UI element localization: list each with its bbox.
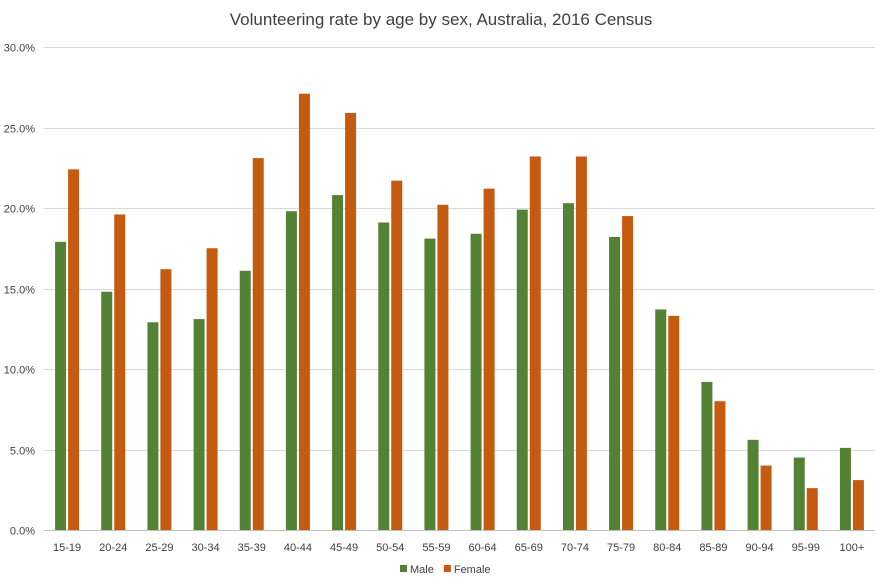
x-tick-label: 35-39: [238, 542, 266, 554]
bar-group: [701, 381, 726, 530]
bar-male: [378, 222, 390, 531]
bar-male: [562, 203, 574, 531]
bar-female: [298, 93, 310, 530]
bar-female: [391, 180, 403, 530]
bar-female: [529, 156, 541, 531]
y-tick-label: 25.0%: [4, 124, 35, 136]
bar-female: [252, 158, 264, 530]
bar-male: [332, 195, 344, 530]
bar-female: [345, 113, 357, 530]
x-tick-label: 80-84: [653, 542, 681, 554]
bar-group: [470, 188, 495, 530]
bar-female: [206, 248, 218, 530]
x-tick-label: 90-94: [746, 542, 774, 554]
x-tick-label: 50-54: [376, 542, 404, 554]
bar-group: [516, 156, 541, 531]
bar-female: [668, 315, 680, 530]
bar-female: [622, 216, 634, 531]
bar-male: [655, 309, 667, 530]
bar-male: [793, 457, 805, 530]
bar-female: [68, 169, 80, 531]
legend-label: Female: [454, 564, 491, 576]
x-tick-label: 25-29: [145, 542, 173, 554]
legend-swatch: [443, 565, 451, 572]
bar-group: [101, 214, 126, 530]
bar-group: [747, 439, 772, 530]
bar-male: [147, 322, 159, 530]
y-tick-label: 0.0%: [10, 526, 35, 538]
bar-male: [193, 319, 205, 530]
x-tick-label: 60-64: [469, 542, 497, 554]
bar-female: [483, 188, 495, 530]
bar-group: [285, 93, 310, 530]
bar-male: [609, 236, 621, 531]
x-tick-label: 40-44: [284, 542, 312, 554]
bar-group: [609, 216, 634, 531]
x-tick-label: 65-69: [515, 542, 543, 554]
y-tick-label: 10.0%: [4, 365, 35, 377]
legend: Male Female: [400, 564, 491, 576]
x-axis-ticks: 15-19 20-24 25-29 30-34 35-39 40-44 45-49 50-54…: [53, 542, 864, 554]
bars: [55, 93, 864, 531]
bar-male: [839, 447, 851, 530]
legend-label: Male: [410, 564, 434, 576]
bar-male: [701, 381, 713, 530]
bar-group: [378, 180, 403, 531]
bar-group: [332, 113, 357, 530]
x-tick-label: 45-49: [330, 542, 358, 554]
bar-male: [516, 209, 528, 531]
bar-group: [239, 158, 264, 530]
x-tick-label: 75-79: [607, 542, 635, 554]
bar-female: [806, 488, 818, 530]
bar-male: [239, 270, 251, 530]
bar-group: [424, 204, 449, 530]
y-tick-label: 15.0%: [4, 285, 35, 297]
bar-group: [839, 447, 864, 530]
y-tick-label: 20.0%: [4, 204, 35, 216]
chart-title: Volunteering rate by age by sex, Austral…: [230, 10, 652, 29]
bar-group: [193, 248, 218, 530]
x-tick-label: 95-99: [792, 542, 820, 554]
bar-female: [437, 204, 449, 530]
bar-male: [55, 241, 67, 530]
bar-group: [55, 169, 80, 531]
bar-female: [714, 401, 726, 530]
x-tick-label: 30-34: [192, 542, 220, 554]
x-tick-label: 55-59: [422, 542, 450, 554]
legend-item-male: Male: [400, 564, 434, 576]
bar-female: [760, 465, 772, 530]
legend-item-female: Female: [443, 564, 491, 576]
y-tick-label: 30.0%: [4, 43, 35, 55]
bar-group: [655, 309, 680, 530]
legend-swatch: [400, 565, 407, 572]
bar-female: [114, 214, 126, 530]
x-tick-label: 85-89: [699, 542, 727, 554]
bar-male: [470, 233, 482, 530]
bar-male: [101, 291, 113, 530]
x-tick-label: 15-19: [53, 542, 81, 554]
x-tick-label: 20-24: [99, 542, 127, 554]
bar-group: [147, 269, 172, 530]
bar-group: [793, 457, 818, 530]
y-tick-label: 5.0%: [10, 446, 35, 458]
bar-group: [562, 156, 587, 531]
bar-male: [285, 211, 297, 530]
y-axis-ticks: 0.0% 5.0% 10.0% 15.0% 20.0% 25.0% 30.0%: [4, 43, 35, 538]
bar-male: [747, 439, 759, 530]
gridlines: [44, 47, 875, 531]
bar-female: [575, 156, 587, 531]
bar-female: [160, 269, 172, 530]
x-tick-label: 100+: [840, 542, 865, 554]
bar-male: [424, 238, 436, 530]
x-tick-label: 70-74: [561, 542, 589, 554]
bar-female: [852, 480, 864, 530]
